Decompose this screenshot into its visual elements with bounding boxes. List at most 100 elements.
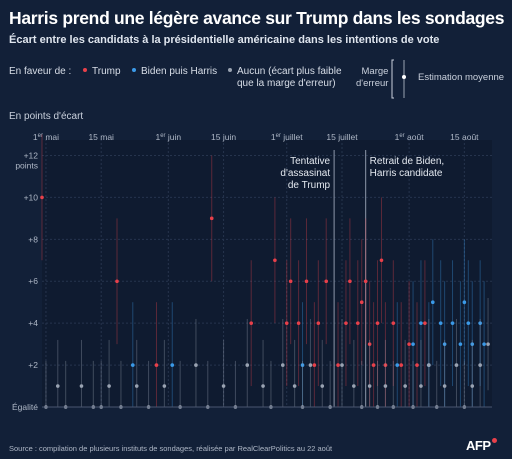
aucun-point: [292, 384, 297, 388]
y-tick-label: +6: [28, 276, 38, 286]
trump-point: [40, 195, 44, 200]
harris-point: [450, 321, 455, 325]
aucun-dot-icon: [228, 68, 232, 73]
trump-point: [284, 321, 289, 325]
legend-aucun-line2: que la marge d'erreur): [237, 78, 336, 89]
y-tick-label: +10: [24, 192, 39, 202]
afp-logo-dot-icon: [491, 438, 497, 443]
legend-item-trump: Trump: [83, 66, 121, 78]
x-tick-label: 1er août: [395, 132, 425, 142]
trump-point: [154, 363, 159, 367]
trump-point: [273, 258, 277, 263]
trump-point: [359, 300, 364, 305]
trump-point: [407, 342, 411, 346]
y-axis-unit-label: En points d'écart: [9, 111, 84, 122]
trump-point: [367, 342, 372, 346]
harris-point: [466, 321, 471, 325]
aucun-point: [470, 384, 475, 388]
trump-point: [375, 321, 380, 325]
aucun-point: [162, 384, 167, 388]
harris-point: [411, 342, 415, 346]
legend-margin-bracket-icon: [391, 59, 406, 99]
legend-label: En faveur de :: [9, 66, 72, 77]
afp-logo-text: AFP: [466, 438, 491, 453]
aucun-point: [55, 384, 60, 388]
aucun-point: [320, 384, 325, 388]
trump-point: [336, 363, 340, 367]
chart-title: Harris prend une légère avance sur Trump…: [9, 8, 505, 28]
aucun-point: [308, 363, 313, 367]
event-annotation-line: Tentative: [290, 156, 331, 167]
legend-marge-line2: d'erreur: [356, 78, 389, 89]
harris-point: [438, 321, 443, 325]
trump-point: [344, 321, 348, 325]
event-annotation: Retrait de Biden, Harris candidate: [370, 156, 445, 180]
aucun-point: [419, 384, 423, 388]
x-tick-label: 15 juin: [211, 132, 236, 142]
aucun-point: [486, 342, 490, 346]
aucun-point: [427, 363, 431, 367]
aucun-point: [442, 384, 447, 388]
x-tick-label: 1er mai: [33, 132, 59, 142]
trump-point: [288, 279, 293, 284]
trump-point: [355, 321, 360, 325]
trump-point: [304, 279, 309, 284]
aucun-point: [352, 384, 356, 388]
harris-point: [470, 342, 475, 346]
trump-point: [115, 279, 119, 284]
aucun-point: [134, 384, 139, 388]
event-annotation-line: Harris candidate: [369, 168, 443, 179]
y-tick-label: +8: [28, 234, 38, 244]
harris-point: [395, 363, 400, 367]
harris-point: [482, 342, 486, 346]
harris-point: [419, 321, 423, 325]
trump-dot-icon: [83, 68, 87, 73]
event-annotation-line: Retrait de Biden,: [369, 156, 445, 167]
trump-point: [379, 258, 384, 263]
aucun-point: [454, 363, 459, 367]
trump-point: [415, 363, 419, 367]
trump-point: [348, 279, 352, 284]
harris-point: [442, 342, 447, 346]
harris-point: [300, 363, 305, 367]
harris-point: [430, 300, 435, 305]
legend-aucun-line1: Aucun (écart plus faible: [237, 66, 342, 77]
trump-point: [316, 321, 321, 325]
aucun-point: [403, 384, 407, 388]
aucun-point: [245, 363, 250, 367]
trump-point: [391, 321, 396, 325]
y-tick-unit-label: points: [15, 160, 38, 170]
trump-point: [363, 279, 368, 284]
event-annotation: Tentative d'assasinat de Trump: [280, 156, 330, 192]
plot-area: [42, 140, 492, 407]
aucun-point: [383, 384, 388, 388]
event-annotation-line: de Trump: [287, 180, 331, 191]
trump-point: [423, 321, 427, 325]
aucun-point: [194, 363, 198, 367]
y-tick-label: +4: [28, 318, 38, 328]
aucun-point: [367, 384, 372, 388]
source-note: Source : compilation de plusieurs instit…: [9, 444, 333, 453]
x-tick-label: 1er juillet: [271, 132, 303, 142]
event-annotation-line: d'assasinat: [280, 168, 331, 179]
legend-estimation-label: Estimation moyenne: [418, 72, 505, 83]
chart-subtitle: Écart entre les candidats à la président…: [9, 34, 440, 46]
aucun-point: [221, 384, 226, 388]
trump-point: [383, 363, 388, 367]
y-tick-label: +2: [28, 360, 38, 370]
trump-point: [399, 363, 404, 367]
y-tick-label: Égalité: [12, 402, 38, 412]
legend-trump-label: Trump: [92, 66, 121, 77]
aucun-point: [107, 384, 111, 388]
aucun-point: [478, 363, 482, 367]
trump-point: [296, 321, 301, 325]
legend-biden-harris-label: Biden puis Harris: [141, 66, 218, 77]
afp-logo: AFP: [466, 438, 497, 453]
aucun-point: [79, 384, 84, 388]
trump-point: [312, 363, 317, 367]
harris-dot-icon: [132, 68, 136, 73]
aucun-point: [280, 363, 285, 367]
harris-point: [462, 300, 467, 305]
legend-item-aucun: Aucun (écart plus faible que la marge d'e…: [228, 66, 342, 90]
